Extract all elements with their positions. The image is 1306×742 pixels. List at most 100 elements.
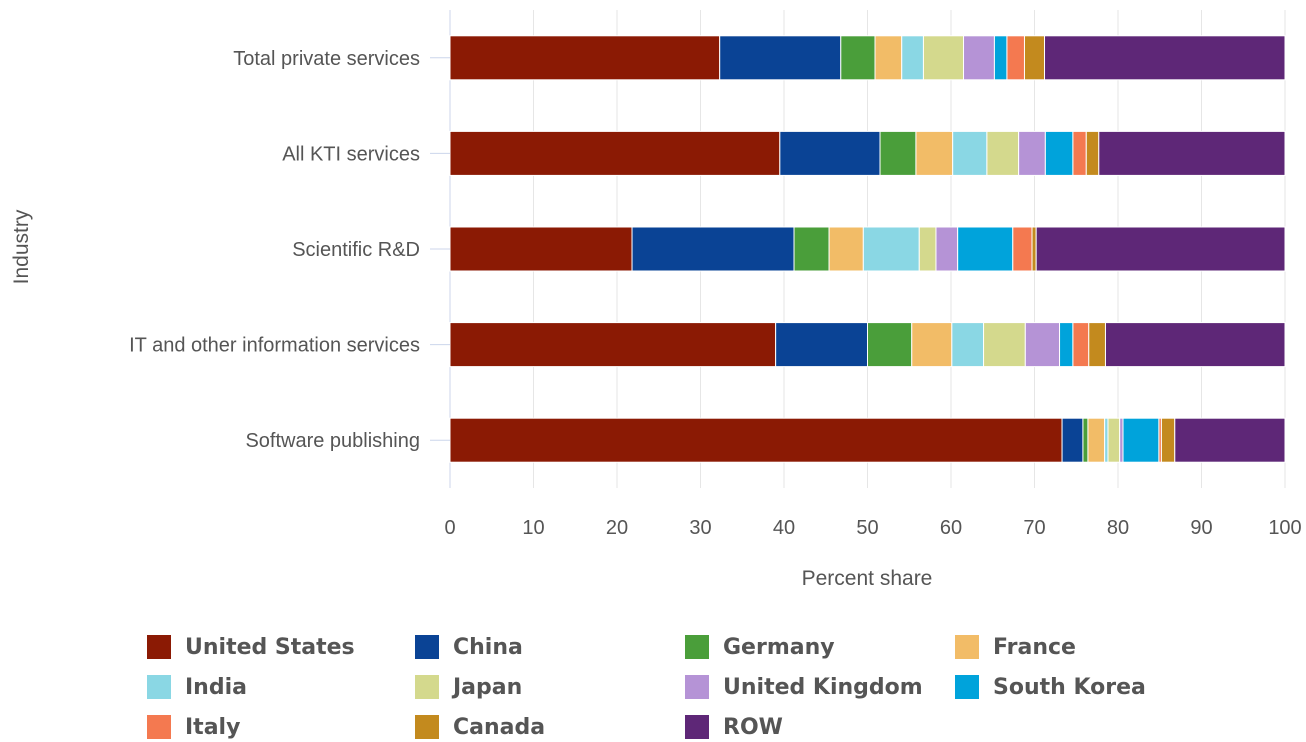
category-label: Total private services — [233, 48, 420, 70]
legend-label: China — [453, 634, 523, 660]
legend-item[interactable]: Canada — [415, 712, 545, 742]
bar-segment — [1072, 322, 1090, 368]
legend-swatch — [415, 675, 439, 699]
bar-segment — [867, 322, 913, 368]
bar-segment — [993, 35, 1008, 81]
bar-segment — [862, 226, 920, 272]
bar-segment — [963, 35, 995, 81]
category-label: IT and other information services — [129, 335, 420, 357]
bar-segment — [1044, 35, 1286, 81]
bar-segment — [449, 130, 781, 176]
bar-segment — [983, 322, 1026, 368]
legend-label: South Korea — [993, 674, 1146, 700]
bar-segment — [1087, 417, 1106, 463]
x-axis-title: Percent share — [802, 567, 933, 590]
bar-segment — [1174, 417, 1286, 463]
bar-segment — [449, 226, 633, 272]
bar-segment — [1088, 322, 1106, 368]
bar-segment — [1104, 417, 1109, 463]
legend-label: Italy — [185, 714, 241, 740]
bar-segment — [631, 226, 795, 272]
bar-segment — [1085, 130, 1100, 176]
bar-segment — [1059, 322, 1074, 368]
bar-segment — [775, 322, 869, 368]
legend-item[interactable]: France — [955, 632, 1076, 662]
y-axis-title: Industry — [10, 209, 33, 284]
legend-label: United States — [185, 634, 355, 660]
x-tick-label: 80 — [1107, 517, 1129, 539]
bar-segment — [449, 35, 721, 81]
bar-segment — [1018, 130, 1046, 176]
bar-segment — [793, 226, 830, 272]
bar-segment — [911, 322, 953, 368]
legend-swatch — [955, 675, 979, 699]
bar-segment — [1107, 417, 1121, 463]
bars — [449, 35, 1286, 463]
y-axis: Total private services All KTI services Sc… — [129, 48, 450, 452]
bar-segment — [840, 35, 876, 81]
bar-segment — [874, 35, 903, 81]
bar-segment — [1024, 322, 1061, 368]
legend-item[interactable]: China — [415, 632, 523, 662]
bar-segment — [1006, 35, 1025, 81]
legend-item[interactable]: South Korea — [955, 672, 1146, 702]
legend-label: Germany — [723, 634, 835, 660]
legend-label: Japan — [453, 674, 523, 700]
bar-segment — [915, 130, 954, 176]
x-tick-label: 90 — [1190, 517, 1212, 539]
legend-item[interactable]: ROW — [685, 712, 783, 742]
bar-segment — [1072, 130, 1087, 176]
legend-swatch — [147, 715, 171, 739]
bar-segment — [986, 130, 1020, 176]
legend-item[interactable]: United States — [147, 632, 355, 662]
legend-swatch — [955, 635, 979, 659]
x-tick-label: 0 — [444, 517, 455, 539]
legend-swatch — [147, 635, 171, 659]
bar-segment — [449, 417, 1063, 463]
legend-swatch — [415, 635, 439, 659]
bar-segment — [1160, 417, 1176, 463]
legend-swatch — [415, 715, 439, 739]
x-tick-label: 100 — [1268, 517, 1301, 539]
bar-segment — [1122, 417, 1160, 463]
legend-item[interactable]: United Kingdom — [685, 672, 923, 702]
bar-segment — [901, 35, 924, 81]
x-tick-label: 50 — [856, 517, 878, 539]
legend-swatch — [685, 675, 709, 699]
bar-segment — [879, 130, 917, 176]
legend-swatch — [685, 715, 709, 739]
x-tick-label: 30 — [689, 517, 711, 539]
legend-item[interactable]: Germany — [685, 632, 835, 662]
bar-segment — [918, 226, 937, 272]
bar-segment — [957, 226, 1014, 272]
bar-segment — [1119, 417, 1124, 463]
bar-segment — [1044, 130, 1074, 176]
bar-segment — [952, 130, 988, 176]
stacked-bar-chart: Total private services All KTI services Sc… — [10, 10, 1302, 590]
bar-segment — [719, 35, 842, 81]
legend-item[interactable]: Japan — [415, 672, 522, 702]
bar-segment — [1012, 226, 1033, 272]
x-tick-label: 20 — [606, 517, 628, 539]
x-tick-label: 60 — [940, 517, 962, 539]
bar-segment — [1035, 226, 1286, 272]
bar-segment — [1098, 130, 1286, 176]
bar-segment — [828, 226, 864, 272]
legend-label: India — [185, 674, 247, 700]
bar-segment — [951, 322, 985, 368]
legend-item[interactable]: Italy — [147, 712, 240, 742]
x-tick-label: 70 — [1023, 517, 1045, 539]
x-axis: 0 10 20 30 40 50 60 70 80 90 100 — [444, 517, 1301, 539]
bar-segment — [1023, 35, 1046, 81]
legend-item[interactable]: India — [147, 672, 247, 702]
bar-segment — [779, 130, 881, 176]
bar-segment — [1104, 322, 1286, 368]
bar-segment — [1031, 226, 1037, 272]
x-tick-label: 10 — [522, 517, 544, 539]
legend-swatch — [147, 675, 171, 699]
category-label: Software publishing — [245, 430, 420, 452]
legend-label: France — [993, 634, 1076, 660]
legend-label: United Kingdom — [723, 674, 923, 700]
bar-segment — [922, 35, 965, 81]
legend-swatch — [685, 635, 709, 659]
